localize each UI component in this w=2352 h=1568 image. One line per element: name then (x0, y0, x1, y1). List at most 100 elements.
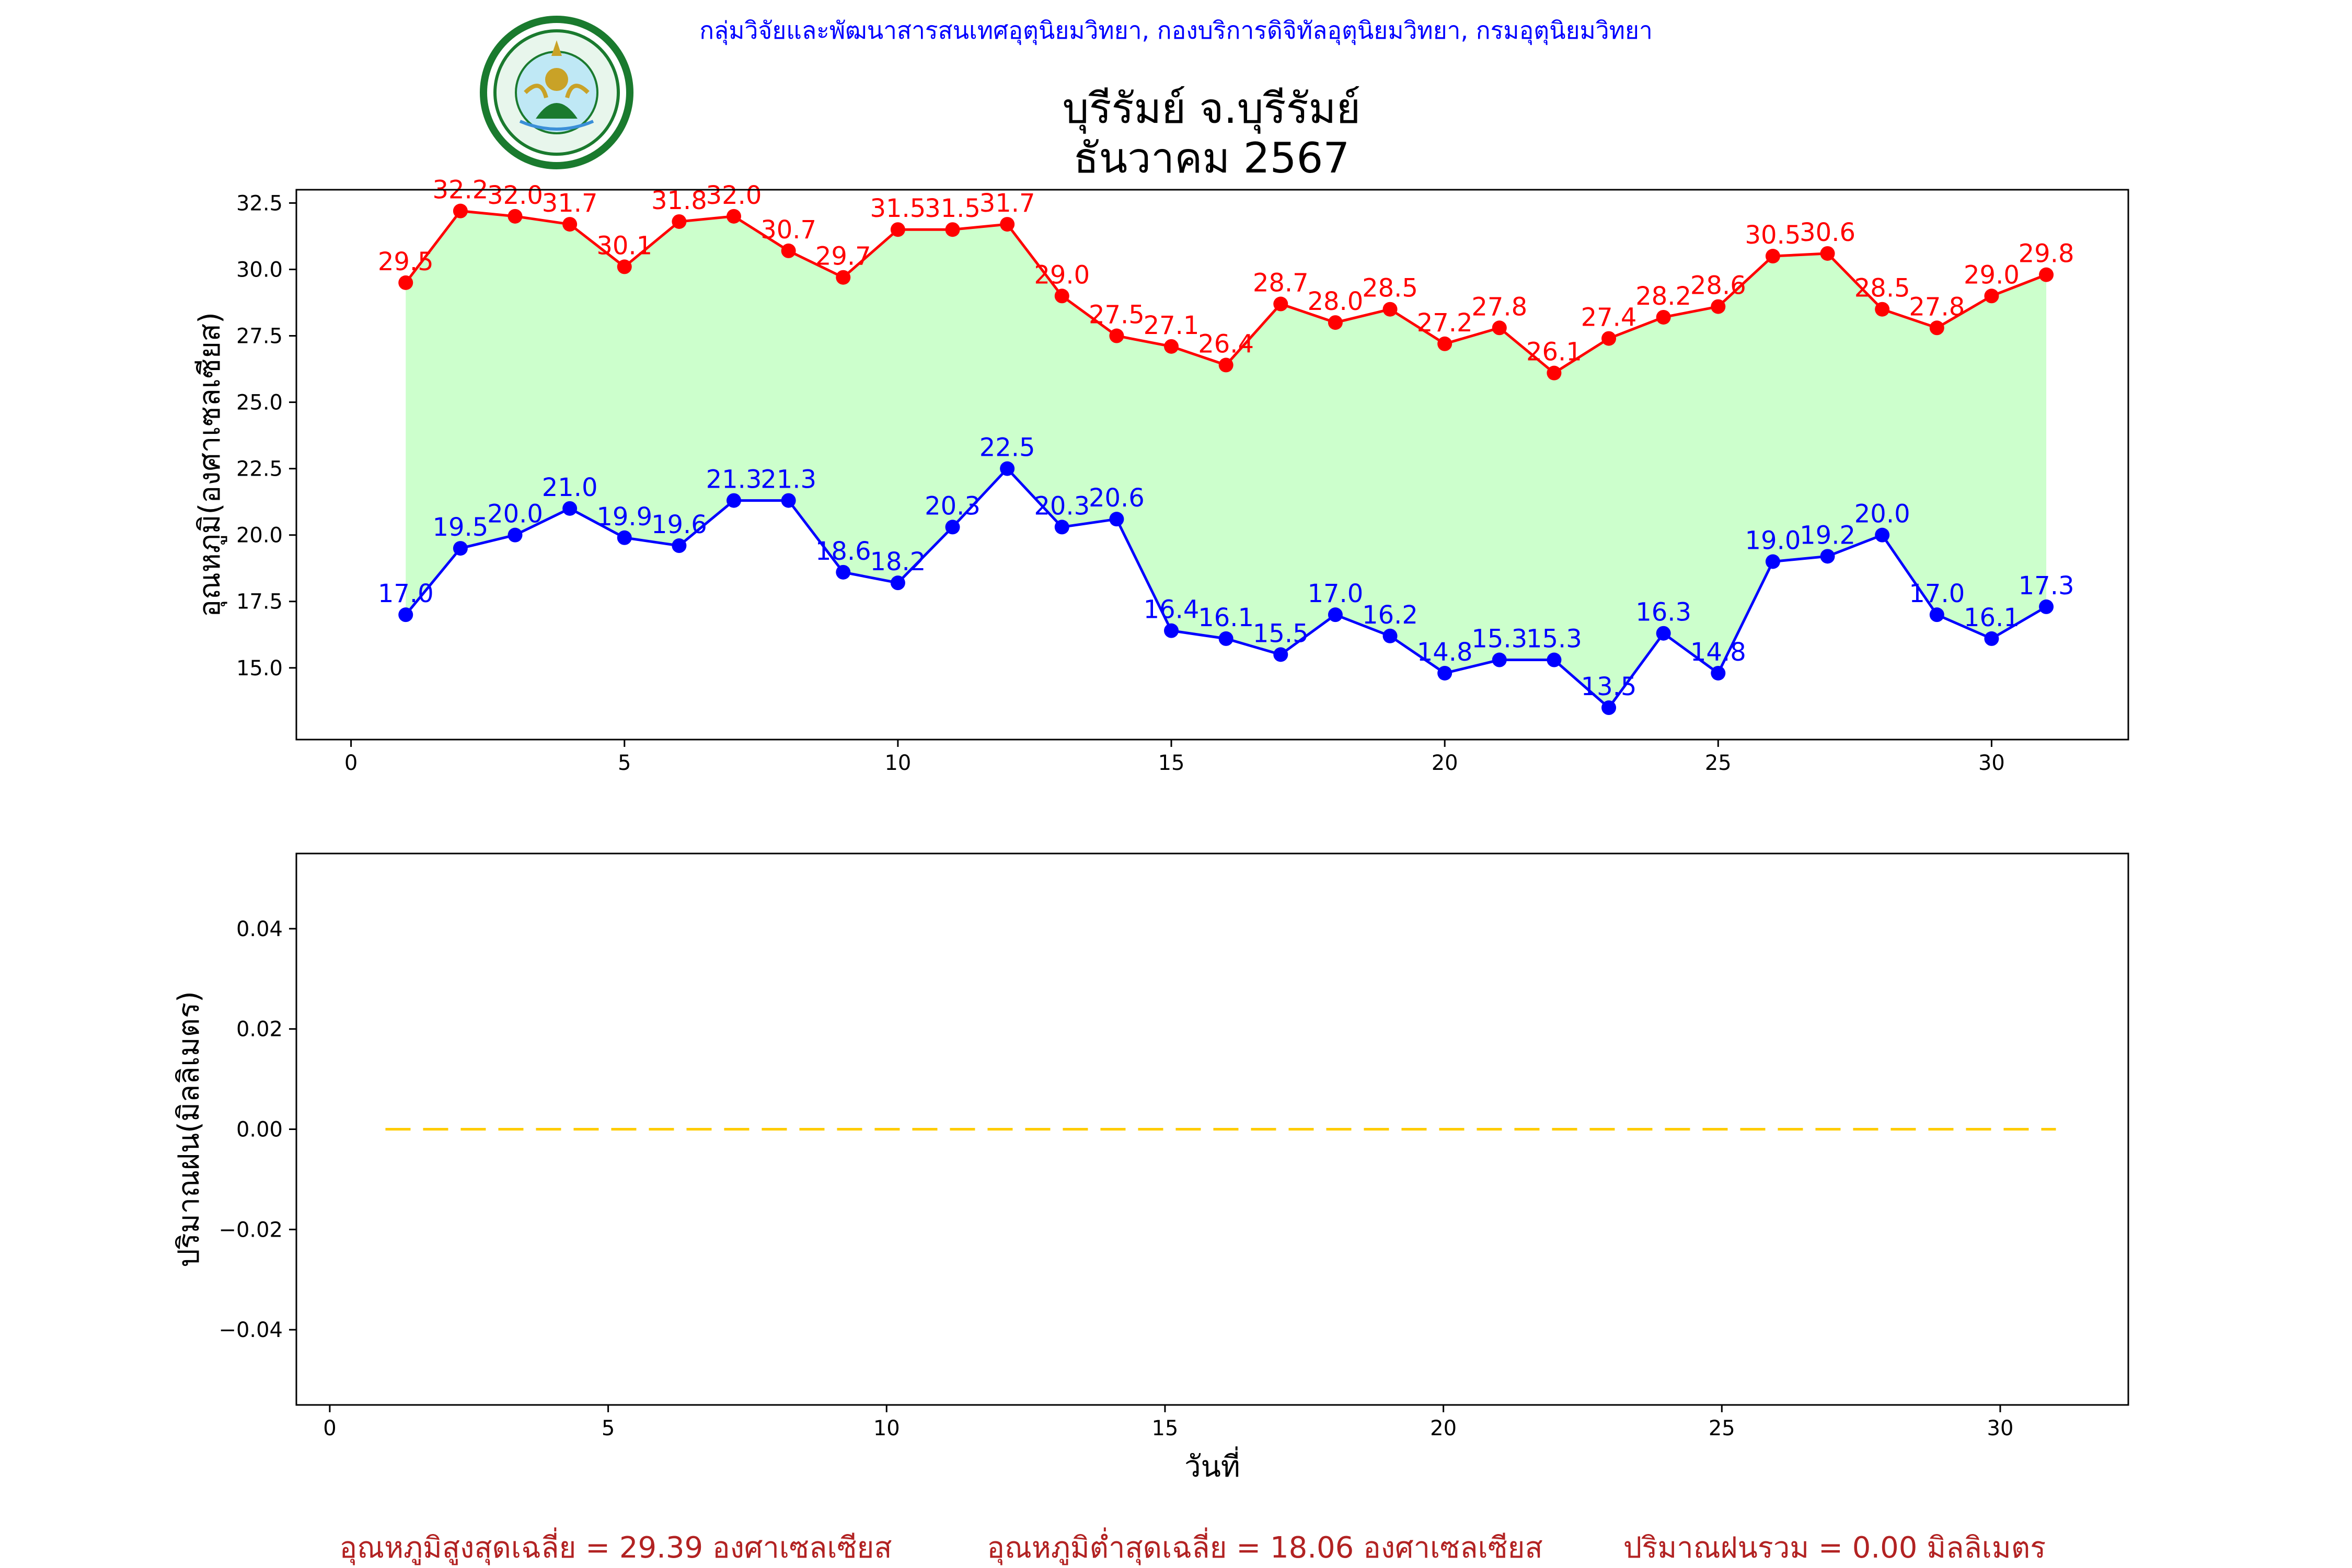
min-temperature-point (453, 541, 468, 556)
min-temperature-point (617, 530, 632, 545)
min-temperature-label: 15.3 (1526, 625, 1582, 654)
max-temperature-point (1875, 302, 1890, 317)
chart-title-location: บุรีรัมย์ จ.บุรีรัมย์ (1063, 84, 1361, 134)
x-tick-label: 25 (1705, 751, 1732, 775)
min-temperature-label: 19.9 (596, 502, 652, 532)
max-temperature-label: 28.2 (1635, 282, 1691, 311)
max-temperature-point (1382, 302, 1398, 317)
x-tick-label: 15 (1158, 751, 1185, 775)
min-temperature-label: 17.0 (1909, 579, 1965, 608)
temperature-y-axis-label: อุณหภูมิ(องศาเซลเซียส) (193, 312, 227, 617)
max-temperature-point (1273, 296, 1288, 312)
y-tick-label: 0.04 (236, 917, 283, 941)
max-temperature-label: 28.5 (1362, 274, 1418, 303)
max-temperature-point (508, 209, 523, 224)
x-tick-label: 10 (873, 1416, 900, 1440)
max-temperature-label: 28.6 (1690, 271, 1746, 301)
max-temperature-label: 32.0 (706, 181, 762, 210)
max-temperature-point (1437, 336, 1452, 351)
max-temperature-point (1547, 365, 1562, 381)
max-temperature-point (1109, 328, 1124, 343)
min-temperature-point (398, 607, 413, 622)
y-tick-label: 15.0 (236, 656, 283, 681)
min-temperature-point (1218, 631, 1233, 646)
max-temperature-point (617, 259, 632, 274)
min-temperature-label: 17.0 (378, 579, 434, 608)
temperature-range-fill (406, 211, 2047, 708)
meteorological-department-logo (480, 16, 633, 169)
min-temperature-label: 19.2 (1800, 521, 1855, 550)
max-temperature-label: 28.7 (1253, 269, 1309, 298)
agency-header: กลุ่มวิจัยและพัฒนาสารสนเทศอุตุนิยมวิทยา,… (699, 16, 1653, 45)
min-temperature-point (1547, 652, 1562, 667)
x-tick-label: 30 (1978, 751, 2005, 775)
max-temperature-point (727, 209, 742, 224)
min-temperature-label: 20.3 (1034, 491, 1090, 521)
max-temperature-label: 26.1 (1526, 338, 1582, 367)
max-temperature-point (398, 275, 413, 290)
x-tick-label: 20 (1432, 751, 1458, 775)
min-temperature-label: 15.5 (1253, 619, 1309, 648)
min-temperature-label: 15.3 (1471, 625, 1527, 654)
min-temperature-point (781, 493, 796, 508)
summary-rain-total: ปริมาณฝนรวม = 0.00 มิลลิเมตร (1623, 1531, 2046, 1565)
max-temperature-label: 29.5 (378, 247, 434, 276)
max-temperature-label: 30.6 (1800, 218, 1855, 247)
min-temperature-point (1437, 665, 1452, 681)
min-temperature-point (1164, 623, 1179, 638)
rainfall-panel: 0 5 10 15 20 25 30 −0.04 −0.02 0.00 0.02 0.04 ปริมาณ… (172, 852, 2129, 1484)
min-temperature-point (1328, 607, 1343, 622)
min-temperature-label: 19.5 (432, 513, 488, 542)
max-temperature-point (1492, 320, 1507, 336)
min-temperature-point (727, 493, 742, 508)
max-temperature-label: 29.0 (1034, 260, 1090, 290)
temperature-panel: 29.532.232.031.730.131.832.030.729.731.5… (193, 176, 2129, 775)
min-temperature-label: 13.5 (1581, 672, 1637, 701)
max-temperature-point (836, 270, 851, 285)
y-tick-label: 0.00 (236, 1118, 283, 1142)
x-tick-label: 15 (1151, 1416, 1178, 1440)
min-temperature-label: 20.0 (1854, 500, 1910, 529)
x-tick-label: 20 (1430, 1416, 1457, 1440)
min-temperature-label: 16.3 (1635, 598, 1691, 627)
min-temperature-point (1054, 520, 1069, 535)
max-temperature-label: 30.5 (1745, 221, 1801, 250)
x-axis-label: วันที่ (1184, 1446, 1240, 1484)
min-temperature-label: 17.0 (1307, 579, 1363, 608)
x-tick-label: 5 (618, 751, 631, 775)
min-temperature-point (890, 575, 905, 591)
min-temperature-label: 20.6 (1089, 483, 1145, 513)
max-temperature-label: 27.8 (1909, 292, 1965, 321)
rainfall-y-axis-label: ปริมาณฝน(มิลลิเมตร) (172, 991, 206, 1267)
max-temperature-label: 27.2 (1417, 308, 1473, 338)
y-tick-label: 17.5 (236, 590, 283, 614)
max-temperature-label: 31.7 (542, 189, 598, 218)
min-temperature-point (1984, 631, 1999, 646)
min-temperature-point (1000, 461, 1015, 476)
max-temperature-point (453, 203, 468, 218)
min-temperature-point (1492, 652, 1507, 667)
min-temperature-point (1875, 527, 1890, 543)
min-temperature-label: 20.0 (487, 500, 543, 529)
max-temperature-point (890, 222, 905, 237)
min-temperature-label: 17.3 (2019, 571, 2074, 601)
max-temperature-point (672, 214, 687, 229)
max-temperature-label: 28.0 (1307, 287, 1363, 316)
min-temperature-label: 19.0 (1745, 526, 1801, 555)
max-temperature-label: 31.5 (870, 194, 926, 223)
min-temperature-label: 20.3 (925, 491, 981, 521)
max-temperature-point (1218, 358, 1233, 373)
y-tick-label: 30.0 (236, 258, 283, 282)
max-temperature-label: 32.0 (487, 181, 543, 210)
summary-avg-min: อุณหภูมิต่ำสุดเฉลี่ย = 18.06 องศาเซลเซีย… (987, 1527, 1542, 1565)
min-temperature-point (945, 520, 960, 535)
min-temperature-label: 16.4 (1144, 595, 1200, 625)
min-temperature-label: 16.2 (1362, 601, 1418, 630)
y-tick-label: 27.5 (236, 325, 283, 349)
max-temperature-label: 28.5 (1854, 274, 1910, 303)
min-temperature-label: 16.1 (1964, 603, 2020, 632)
min-temperature-label: 16.1 (1198, 603, 1254, 632)
y-tick-label: −0.04 (218, 1318, 283, 1342)
max-temperature-label: 30.1 (596, 231, 652, 260)
